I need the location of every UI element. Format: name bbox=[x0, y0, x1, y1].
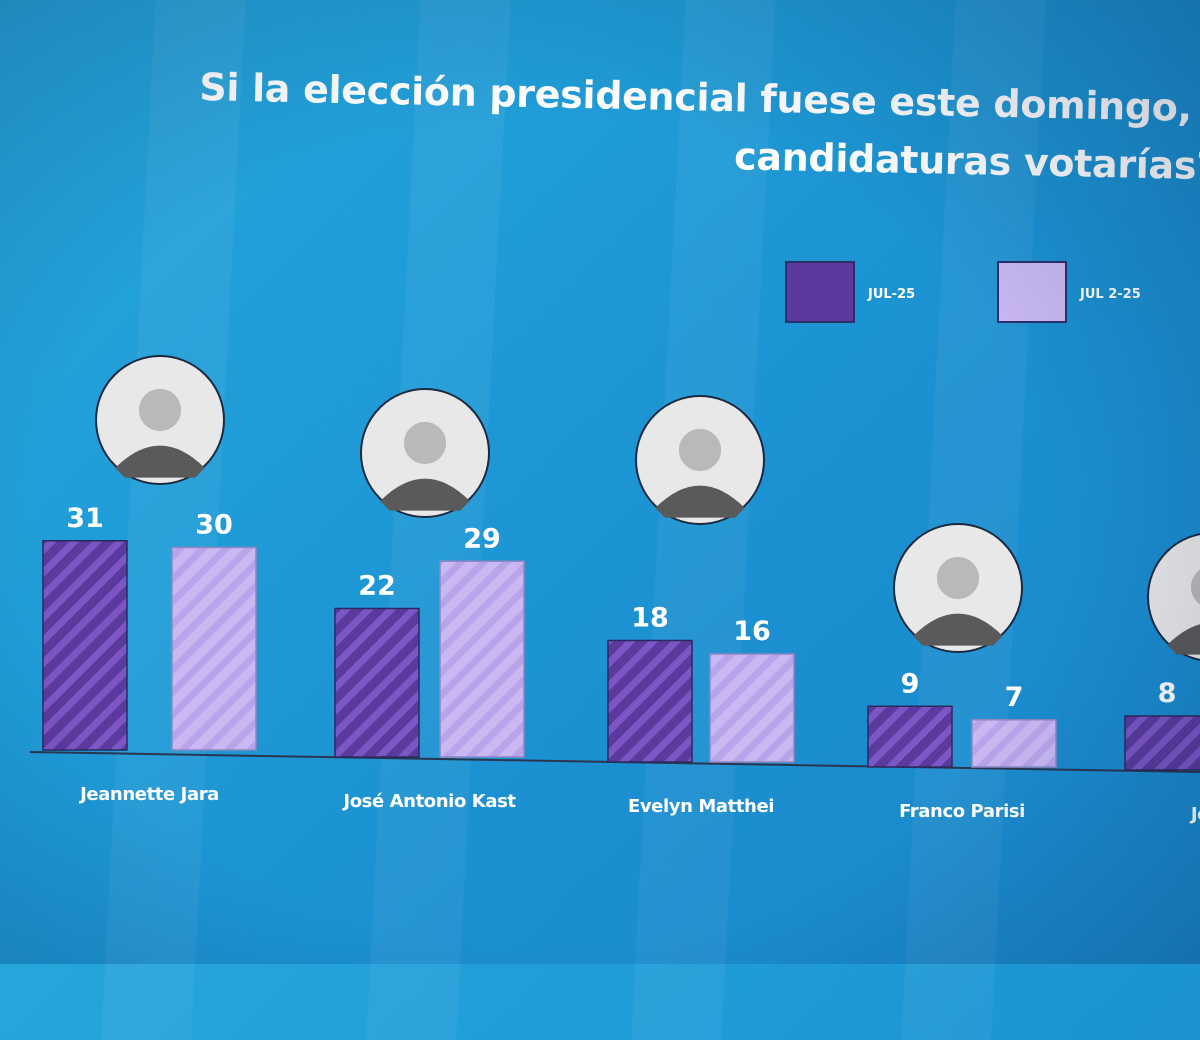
value-label-2-3: 16 bbox=[733, 616, 771, 647]
category-label-4: Franco Parisi bbox=[899, 801, 1025, 822]
chart-legend: JUL-25 JUL 2-25 bbox=[785, 261, 1141, 323]
bar-2-2 bbox=[439, 560, 525, 758]
bar-chart: JUL-25 JUL 2-25 31 30 Jeannette Jara 22 29 Jos… bbox=[29, 261, 1200, 825]
value-label-1-5: 8 bbox=[1158, 678, 1177, 709]
candidate-photo-1 bbox=[95, 355, 225, 485]
value-label-1-4: 9 bbox=[901, 668, 920, 699]
legend-swatch-1 bbox=[785, 261, 855, 323]
value-label-2-4: 7 bbox=[1005, 682, 1024, 713]
bar-1-4 bbox=[867, 705, 953, 768]
legend-label-2: JUL 2-25 bbox=[1079, 287, 1141, 302]
category-label-3: Evelyn Matthei bbox=[628, 796, 774, 817]
candidate-photo-2 bbox=[360, 388, 490, 518]
candidate-photo-3 bbox=[635, 395, 765, 525]
value-label-1-3: 18 bbox=[631, 603, 669, 634]
legend-label-1: JUL-25 bbox=[867, 287, 915, 302]
value-label-2-1: 30 bbox=[195, 510, 233, 541]
value-label-1-2: 22 bbox=[358, 571, 396, 602]
value-label-2-2: 29 bbox=[463, 523, 501, 554]
candidate-photo-4 bbox=[893, 523, 1023, 653]
bar-1-2 bbox=[334, 607, 420, 758]
bar-1-1 bbox=[42, 540, 128, 751]
candidate-photo-5 bbox=[1147, 533, 1200, 661]
bar-2-4 bbox=[971, 719, 1057, 768]
bar-2-1 bbox=[171, 546, 257, 751]
legend-swatch-2 bbox=[997, 261, 1067, 323]
category-label-1: Jeannette Jara bbox=[78, 784, 219, 805]
category-label-5: Johann bbox=[1189, 804, 1200, 825]
bar-1-5 bbox=[1124, 715, 1200, 771]
bar-1-3 bbox=[607, 639, 693, 763]
value-label-1-1: 31 bbox=[66, 503, 104, 534]
bar-2-3 bbox=[709, 653, 795, 763]
category-label-2: José Antonio Kast bbox=[341, 791, 516, 812]
